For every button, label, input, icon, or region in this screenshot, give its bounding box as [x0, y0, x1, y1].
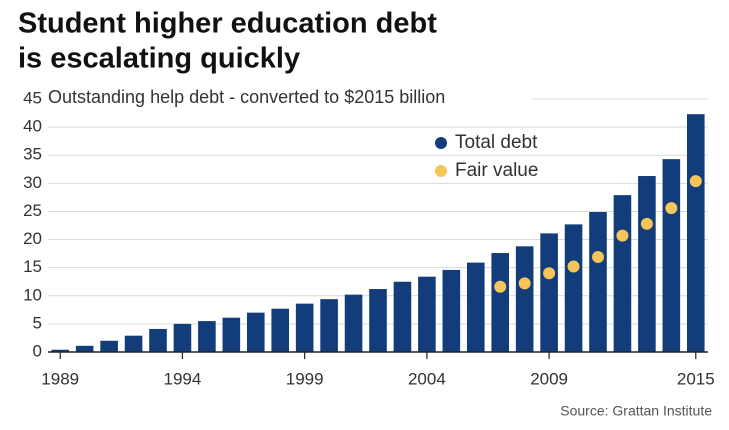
subtitle: Outstanding help debt - converted to $20… [48, 87, 445, 107]
y-tick-label: 45 [23, 88, 42, 107]
bar [515, 246, 534, 352]
bar [51, 349, 70, 352]
y-tick-label: 40 [23, 117, 42, 136]
y-tick-label: 20 [23, 229, 42, 248]
legend-marker [435, 165, 447, 177]
bar [149, 328, 167, 352]
legend-label: Total debt [455, 132, 538, 153]
chart-title: is escalating quickly [18, 43, 300, 75]
dot [518, 277, 531, 290]
x-tick-label: 1994 [164, 369, 202, 388]
bar [662, 159, 681, 352]
y-tick-label: 30 [23, 173, 42, 192]
x-tick-label: 2004 [408, 369, 446, 388]
bar [540, 233, 558, 352]
bar [638, 176, 656, 352]
bar [198, 321, 216, 352]
chart-title: Student higher education debt [18, 8, 437, 40]
y-tick-label: 10 [23, 285, 42, 304]
dot [567, 260, 580, 273]
x-tick-label: 2009 [530, 369, 568, 388]
bar [686, 114, 705, 353]
bar [564, 224, 583, 352]
dot [592, 250, 604, 263]
bar [295, 303, 314, 352]
dot [689, 175, 702, 188]
bar [173, 323, 192, 352]
bar [246, 312, 265, 352]
dot [640, 217, 653, 230]
bar [466, 262, 485, 352]
source: Source: Grattan Institute [560, 403, 712, 419]
dot [665, 202, 678, 215]
dot [616, 229, 629, 242]
y-tick-label: 15 [23, 257, 42, 276]
x-tick-label: 1999 [286, 369, 324, 388]
dot [494, 280, 507, 293]
bar [418, 276, 436, 352]
y-tick-label: 5 [33, 313, 42, 332]
bar [124, 335, 143, 352]
bar [100, 340, 118, 352]
bar [222, 317, 241, 352]
bar [613, 195, 632, 352]
y-tick-label: 35 [23, 145, 42, 164]
bar [320, 299, 338, 352]
bar [393, 281, 412, 352]
subtitle-bg [46, 86, 532, 110]
legend-marker [435, 137, 447, 149]
bar [75, 345, 94, 352]
bar [442, 269, 461, 352]
x-tick-label: 2015 [677, 369, 715, 388]
bar [589, 212, 607, 352]
legend-label: Fair value [455, 160, 538, 181]
y-tick-label: 25 [23, 201, 42, 220]
bar [344, 294, 363, 352]
x-tick-label: 1989 [41, 369, 79, 388]
bar [369, 289, 387, 352]
bar [271, 308, 290, 352]
y-tick-label: 0 [33, 341, 42, 360]
bar [491, 253, 510, 352]
dot [543, 267, 556, 280]
